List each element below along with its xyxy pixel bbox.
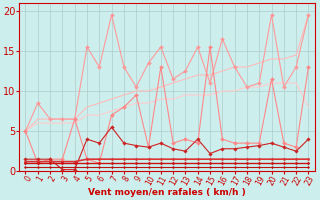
X-axis label: Vent moyen/en rafales ( km/h ): Vent moyen/en rafales ( km/h ) [88, 188, 246, 197]
